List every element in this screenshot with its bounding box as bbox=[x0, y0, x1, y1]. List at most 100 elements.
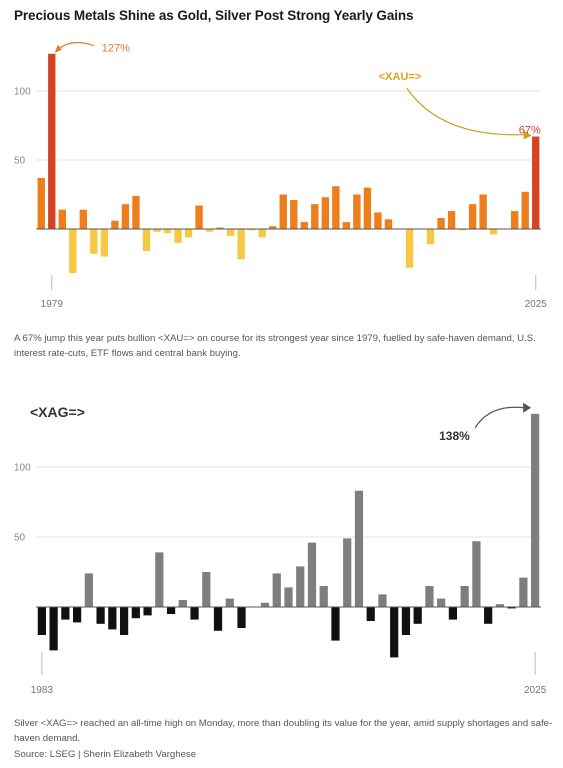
gold-bar-2024 bbox=[521, 191, 529, 229]
gold-x-axis: 1979 2025 bbox=[41, 275, 548, 310]
gold-label-127: 127% bbox=[102, 43, 130, 55]
silver-grid bbox=[36, 466, 541, 538]
silver-bar-2012 bbox=[378, 594, 387, 607]
gold-bar-1996 bbox=[226, 229, 235, 236]
gold-bar-1978 bbox=[37, 177, 45, 229]
gold-bar-1988 bbox=[142, 229, 151, 252]
silver-y-ticks: 50 100 bbox=[14, 463, 31, 544]
gold-bar-1986 bbox=[121, 204, 130, 229]
silver-bar-2009 bbox=[343, 538, 352, 607]
silver-ticker-label: <XAG=> bbox=[30, 404, 85, 420]
silver-bar-2000 bbox=[237, 607, 246, 628]
silver-x-axis: 1983 2025 bbox=[31, 652, 547, 696]
silver-bar-2007 bbox=[319, 586, 328, 607]
gold-bar-1984 bbox=[100, 229, 109, 257]
gold-bar-2020 bbox=[479, 194, 487, 229]
silver-caption: Silver <XAG=> reached an all-time high o… bbox=[14, 718, 553, 744]
gold-bar-2023 bbox=[511, 211, 519, 229]
silver-bar-1997 bbox=[202, 572, 211, 607]
gold-arrowhead-2025 bbox=[523, 130, 532, 140]
silver-bar-2002 bbox=[260, 602, 270, 607]
gold-arrow-1979 bbox=[57, 41, 94, 51]
gold-bar-1987 bbox=[132, 195, 140, 229]
gold-y-ticks: 50 100 bbox=[14, 87, 31, 167]
silver-bar-2011 bbox=[366, 607, 375, 621]
gold-bar-2006 bbox=[332, 186, 340, 229]
silver-bar-1983 bbox=[37, 607, 46, 635]
gold-grid bbox=[36, 90, 541, 161]
gold-bar-1999 bbox=[258, 229, 266, 238]
gold-bar-1985 bbox=[111, 220, 119, 229]
silver-bar-2019 bbox=[460, 586, 469, 607]
gold-caption: A 67% jump this year puts bullion <XAU=>… bbox=[14, 333, 536, 359]
silver-bar-2022 bbox=[495, 604, 505, 607]
silver-bar-1998 bbox=[213, 607, 223, 631]
gold-y-tick-50: 50 bbox=[14, 156, 26, 167]
silver-y-tick-50: 50 bbox=[14, 533, 26, 544]
gold-y-tick-100: 100 bbox=[14, 87, 31, 98]
gold-bar-2019 bbox=[468, 204, 477, 229]
gold-bar-1995 bbox=[216, 227, 224, 229]
gold-label-67: 67% bbox=[519, 125, 541, 137]
gold-bar-2003 bbox=[300, 222, 308, 229]
silver-bar-2008 bbox=[331, 607, 340, 641]
gold-bar-1994 bbox=[205, 229, 214, 232]
gold-bar-2005 bbox=[321, 197, 330, 229]
silver-bar-2024 bbox=[519, 577, 528, 607]
silver-bar-1989 bbox=[108, 607, 117, 630]
silver-y-tick-100: 100 bbox=[14, 463, 31, 474]
gold-bar-2011 bbox=[384, 219, 393, 229]
gold-bar-1993 bbox=[195, 205, 203, 229]
silver-bar-2005 bbox=[296, 566, 305, 607]
gold-bar-1979 bbox=[48, 53, 56, 230]
silver-bar-2006 bbox=[307, 542, 317, 607]
silver-label-138: 138% bbox=[439, 429, 470, 443]
gold-bar-2000 bbox=[269, 226, 277, 229]
gold-x-label-1979: 1979 bbox=[41, 299, 64, 310]
silver-bar-1990 bbox=[119, 607, 129, 635]
gold-bar-1998 bbox=[247, 229, 256, 231]
silver-bar-2004 bbox=[284, 587, 293, 607]
silver-bar-2020 bbox=[472, 541, 481, 607]
gold-bar-2015 bbox=[426, 229, 435, 245]
gold-bar-2004 bbox=[311, 204, 319, 229]
gold-bar-2002 bbox=[290, 200, 298, 229]
silver-bar-2025 bbox=[531, 413, 540, 607]
silver-bar-1993 bbox=[155, 552, 164, 607]
silver-bar-2016 bbox=[425, 586, 434, 607]
silver-bar-2013 bbox=[390, 607, 399, 658]
silver-arrowhead-2025 bbox=[523, 402, 532, 413]
silver-bar-1984 bbox=[49, 607, 58, 651]
gold-arrow-2025 bbox=[406, 87, 526, 136]
gold-bar-1980 bbox=[58, 209, 66, 229]
gold-ticker-label: <XAU=> bbox=[379, 71, 422, 83]
silver-bar-2010 bbox=[354, 490, 364, 607]
gold-bar-2013 bbox=[405, 229, 414, 268]
silver-bar-chart: 50 100 1983 2025 <XAG=> 138% bbox=[14, 402, 547, 696]
silver-bar-2021 bbox=[484, 607, 493, 624]
gold-x-label-2025: 2025 bbox=[525, 299, 548, 310]
silver-bar-2014 bbox=[401, 607, 411, 635]
silver-bar-1996 bbox=[190, 607, 199, 620]
silver-bar-1999 bbox=[225, 598, 234, 607]
gold-bar-2017 bbox=[447, 211, 456, 229]
silver-bar-2018 bbox=[448, 607, 458, 620]
silver-arrow-2025 bbox=[474, 406, 526, 429]
gold-bar-2018 bbox=[458, 229, 466, 231]
silver-bar-1987 bbox=[84, 573, 93, 607]
source-line: Source: LSEG | Sherin Elizabeth Varghese bbox=[14, 749, 197, 760]
gold-annotations: 127% <XAU=> 67% bbox=[54, 41, 541, 140]
gold-bar-1992 bbox=[184, 229, 193, 238]
gold-bar-1983 bbox=[90, 229, 98, 254]
silver-bar-1991 bbox=[131, 607, 140, 619]
silver-annotations: <XAG=> 138% bbox=[30, 402, 532, 443]
silver-bar-2017 bbox=[437, 598, 446, 607]
chart-title: Precious Metals Shine as Gold, Silver Po… bbox=[14, 8, 414, 23]
gold-bar-1989 bbox=[153, 229, 161, 232]
silver-x-label-1983: 1983 bbox=[31, 685, 54, 696]
gold-bar-2007 bbox=[342, 222, 351, 229]
gold-bars bbox=[37, 53, 540, 274]
silver-bar-1988 bbox=[96, 607, 105, 624]
gold-arrowhead-1979 bbox=[54, 44, 62, 53]
gold-bar-1982 bbox=[79, 209, 88, 229]
